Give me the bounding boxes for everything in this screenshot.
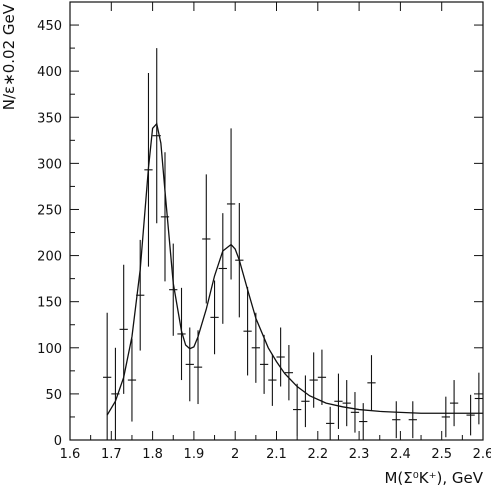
y-axis: 0 50 100 150 200 250 300 350 400 450: [37, 19, 483, 449]
y-axis-title: N/ε∗0.02 GeV: [0, 3, 18, 110]
y-tick-label: 350: [37, 111, 62, 126]
data-point: [276, 327, 285, 387]
data-point: [243, 286, 252, 376]
y-tick-label: 0: [54, 434, 62, 449]
data-point: [127, 338, 137, 422]
y-tick-label: 250: [37, 203, 62, 218]
data-point: [177, 287, 186, 381]
data-points: [103, 48, 483, 440]
x-tick-label: 2.2: [307, 447, 328, 462]
x-tick-label: 2.1: [266, 447, 287, 462]
data-point: [210, 280, 219, 355]
data-point: [309, 352, 318, 408]
x-tick-label: 1.8: [142, 447, 163, 462]
x-axis: 1.6 1.7 1.8 1.9 2 2.1 2.2 2.3 2.4 2.5 2.6: [60, 2, 491, 462]
data-point: [251, 312, 260, 383]
data-point: [367, 355, 376, 411]
data-point: [293, 383, 302, 436]
data-point: [350, 392, 360, 433]
x-tick-label: 1.7: [101, 447, 122, 462]
data-point: [226, 128, 236, 280]
y-tick-label: 150: [37, 296, 62, 311]
data-point: [326, 406, 335, 440]
x-tick-label: 1.6: [60, 447, 81, 462]
y-tick-label: 50: [45, 388, 62, 403]
x-tick-label: 2.5: [431, 447, 452, 462]
data-point: [218, 213, 227, 324]
x-tick-label: 2: [231, 447, 239, 462]
y-tick-label: 100: [37, 342, 62, 357]
data-point: [334, 373, 343, 429]
data-point: [103, 312, 112, 440]
data-point: [185, 327, 194, 402]
data-point: [441, 396, 450, 438]
data-point: [202, 174, 211, 304]
data-point: [466, 394, 475, 436]
x-tick-label: 1.9: [184, 447, 205, 462]
data-point: [259, 334, 269, 394]
x-axis-title: M(Σ⁰K⁺), GeV: [384, 469, 483, 487]
y-tick-label: 400: [37, 65, 62, 80]
y-tick-label: 450: [37, 19, 62, 34]
data-point: [359, 403, 368, 440]
data-point: [317, 349, 327, 405]
data-point: [119, 264, 128, 394]
data-point: [392, 401, 401, 439]
data-point: [268, 354, 277, 406]
fit-curve: [106, 122, 483, 416]
data-point: [408, 401, 417, 439]
y-tick-label: 200: [37, 250, 62, 265]
x-tick-label: 2.4: [390, 447, 411, 462]
y-tick-label: 300: [37, 157, 62, 172]
x-tick-label: 2.3: [349, 447, 370, 462]
data-point: [169, 243, 178, 336]
data-point: [193, 330, 203, 405]
x-tick-label: 2.6: [473, 447, 491, 462]
data-point: [449, 380, 459, 427]
data-point: [474, 372, 483, 425]
data-point: [284, 345, 294, 401]
data-point: [342, 380, 351, 427]
data-point: [301, 375, 310, 428]
